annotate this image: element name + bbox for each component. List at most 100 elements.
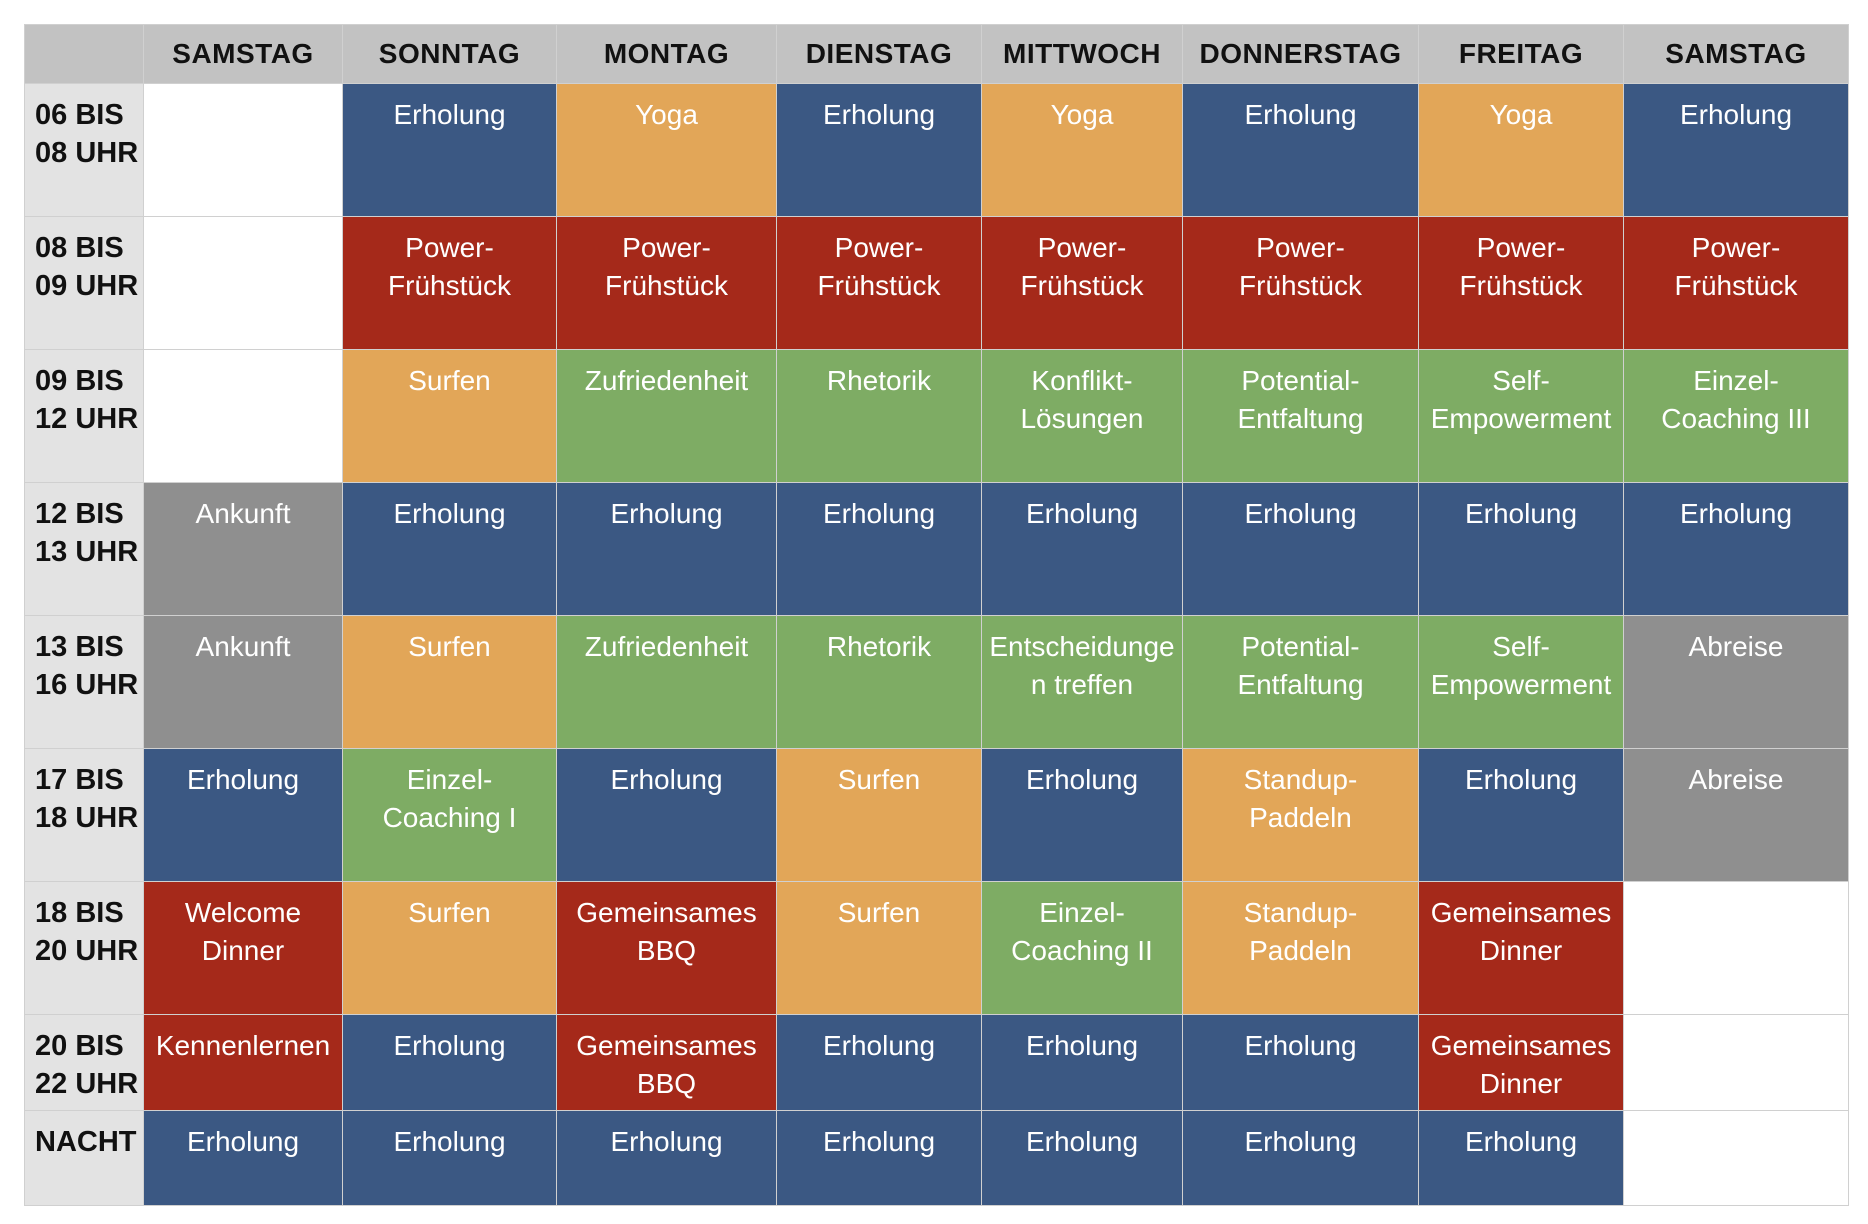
activity-cell: Power- Frühstück: [981, 216, 1183, 350]
time-row: 17 BIS 18 UHR Erholung Einzel- Coaching …: [24, 748, 1849, 882]
time-row: 08 BIS 09 UHR Power- Frühstück Power- Fr…: [24, 216, 1849, 350]
activity-cell: Erholung: [556, 1110, 777, 1206]
activity-cell: Potential- Entfaltung: [1182, 615, 1419, 749]
time-slot-label: 18 BIS 20 UHR: [24, 881, 144, 1015]
activity-cell: Power- Frühstück: [1418, 216, 1624, 350]
activity-cell: Einzel- Coaching I: [342, 748, 557, 882]
activity-cell: [1623, 881, 1849, 1015]
activity-cell: Gemeinsames BBQ: [556, 881, 777, 1015]
activity-cell: Erholung: [981, 482, 1183, 616]
activity-cell: Standup- Paddeln: [1182, 881, 1419, 1015]
activity-cell: Erholung: [981, 748, 1183, 882]
activity-cell: Konflikt- Lösungen: [981, 349, 1183, 483]
activity-cell: Erholung: [143, 1110, 343, 1206]
time-row: 20 BIS 22 UHR Kennenlernen Erholung Geme…: [24, 1014, 1849, 1111]
activity-cell: Potential- Entfaltung: [1182, 349, 1419, 483]
time-slot-label: NACHT: [24, 1110, 144, 1206]
activity-cell: Erholung: [776, 83, 982, 217]
activity-cell: Kennenlernen: [143, 1014, 343, 1111]
activity-cell: Abreise: [1623, 748, 1849, 882]
activity-cell: Erholung: [776, 1110, 982, 1206]
activity-cell: [1623, 1110, 1849, 1206]
activity-cell: Einzel- Coaching II: [981, 881, 1183, 1015]
activity-cell: Surfen: [342, 881, 557, 1015]
activity-cell: Erholung: [981, 1110, 1183, 1206]
activity-cell: Erholung: [1418, 1110, 1624, 1206]
activity-cell: Erholung: [556, 482, 777, 616]
activity-cell: Self- Empowerment: [1418, 615, 1624, 749]
activity-cell: Surfen: [776, 881, 982, 1015]
activity-cell: Yoga: [556, 83, 777, 217]
day-header: DIENSTAG: [776, 24, 982, 84]
activity-cell: Abreise: [1623, 615, 1849, 749]
activity-cell: Gemeinsames Dinner: [1418, 1014, 1624, 1111]
activity-cell: Erholung: [1623, 83, 1849, 217]
activity-cell: Erholung: [342, 1110, 557, 1206]
activity-cell: Erholung: [1623, 482, 1849, 616]
activity-cell: Erholung: [1182, 1110, 1419, 1206]
activity-cell: Erholung: [1182, 482, 1419, 616]
day-header: FREITAG: [1418, 24, 1624, 84]
activity-cell: Einzel- Coaching III: [1623, 349, 1849, 483]
activity-cell: Erholung: [143, 748, 343, 882]
activity-cell: Erholung: [342, 83, 557, 217]
activity-cell: Yoga: [981, 83, 1183, 217]
time-slot-label: 06 BIS 08 UHR: [24, 83, 144, 217]
activity-cell: Erholung: [342, 482, 557, 616]
time-row: 12 BIS 13 UHR Ankunft Erholung Erholung …: [24, 482, 1849, 616]
activity-cell: Erholung: [776, 1014, 982, 1111]
time-row: NACHT Erholung Erholung Erholung Erholun…: [24, 1110, 1849, 1206]
activity-cell: Erholung: [981, 1014, 1183, 1111]
activity-cell: [143, 216, 343, 350]
activity-cell: Erholung: [1182, 1014, 1419, 1111]
activity-cell: Power- Frühstück: [776, 216, 982, 350]
activity-cell: Erholung: [776, 482, 982, 616]
activity-cell: Surfen: [342, 615, 557, 749]
activity-cell: Yoga: [1418, 83, 1624, 217]
time-row: 18 BIS 20 UHR Welcome Dinner Surfen Geme…: [24, 881, 1849, 1015]
activity-cell: Power- Frühstück: [342, 216, 557, 350]
time-slot-label: 09 BIS 12 UHR: [24, 349, 144, 483]
activity-cell: Power- Frühstück: [1623, 216, 1849, 350]
activity-cell: Gemeinsames BBQ: [556, 1014, 777, 1111]
time-slot-label: 20 BIS 22 UHR: [24, 1014, 144, 1111]
activity-cell: Surfen: [776, 748, 982, 882]
activity-cell: Ankunft: [143, 615, 343, 749]
time-row: 09 BIS 12 UHR Surfen Zufriedenheit Rheto…: [24, 349, 1849, 483]
time-row: 06 BIS 08 UHR Erholung Yoga Erholung Yog…: [24, 83, 1849, 217]
activity-cell: Erholung: [1418, 748, 1624, 882]
corner-cell: [24, 24, 144, 84]
activity-cell: Power- Frühstück: [1182, 216, 1419, 350]
activity-cell: Ankunft: [143, 482, 343, 616]
activity-cell: Rhetorik: [776, 349, 982, 483]
time-slot-label: 17 BIS 18 UHR: [24, 748, 144, 882]
day-header: SAMSTAG: [1623, 24, 1849, 84]
activity-cell: Surfen: [342, 349, 557, 483]
time-slot-label: 13 BIS 16 UHR: [24, 615, 144, 749]
activity-cell: Welcome Dinner: [143, 881, 343, 1015]
activity-cell: Erholung: [342, 1014, 557, 1111]
activity-cell: Power- Frühstück: [556, 216, 777, 350]
activity-cell: Entscheidunge n treffen: [981, 615, 1183, 749]
activity-cell: Erholung: [1182, 83, 1419, 217]
activity-cell: [1623, 1014, 1849, 1111]
time-row: 13 BIS 16 UHR Ankunft Surfen Zufriedenhe…: [24, 615, 1849, 749]
activity-cell: Erholung: [556, 748, 777, 882]
day-header: MONTAG: [556, 24, 777, 84]
header-row: SAMSTAG SONNTAG MONTAG DIENSTAG MITTWOCH…: [24, 24, 1849, 84]
activity-cell: Gemeinsames Dinner: [1418, 881, 1624, 1015]
day-header: SONNTAG: [342, 24, 557, 84]
activity-cell: [143, 83, 343, 217]
weekly-schedule-table: SAMSTAG SONNTAG MONTAG DIENSTAG MITTWOCH…: [24, 24, 1849, 1206]
day-header: SAMSTAG: [143, 24, 343, 84]
activity-cell: Rhetorik: [776, 615, 982, 749]
time-slot-label: 08 BIS 09 UHR: [24, 216, 144, 350]
activity-cell: Erholung: [1418, 482, 1624, 616]
activity-cell: [143, 349, 343, 483]
day-header: DONNERSTAG: [1182, 24, 1419, 84]
time-slot-label: 12 BIS 13 UHR: [24, 482, 144, 616]
activity-cell: Zufriedenheit: [556, 615, 777, 749]
activity-cell: Zufriedenheit: [556, 349, 777, 483]
activity-cell: Standup- Paddeln: [1182, 748, 1419, 882]
day-header: MITTWOCH: [981, 24, 1183, 84]
